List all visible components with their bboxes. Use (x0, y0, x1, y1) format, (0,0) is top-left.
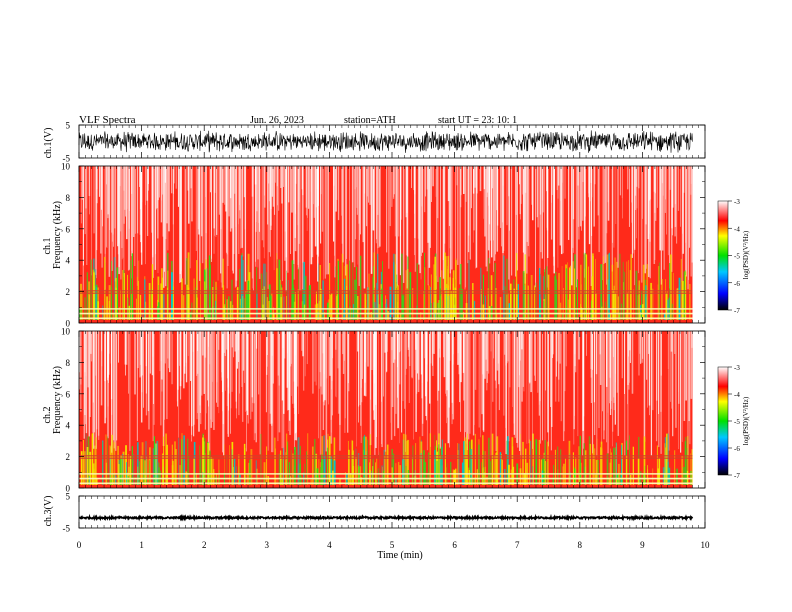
colorbar-1-label: log(PSD)(V²/Hz) (742, 230, 750, 279)
x-tick-label: 0 (77, 540, 82, 550)
x-tick-label: 1 (139, 540, 144, 550)
colorbar-tick-label: -7 (734, 307, 740, 315)
y-tick-label: 0 (66, 484, 71, 494)
y-tick-label: 2 (66, 287, 71, 297)
ch2-spectrogram-ylabel-channel: ch.2 (42, 407, 53, 424)
chart-title: VLF Spectra (79, 114, 136, 126)
y-tick-label: 6 (66, 224, 71, 234)
colorbar-tick-label: -5 (734, 418, 740, 426)
colorbar-tick-label: -3 (734, 364, 740, 372)
station-label: station=ATH (344, 115, 396, 126)
y-tick-label: 4 (66, 256, 71, 266)
date-label: Jun. 26, 2023 (250, 115, 304, 126)
y-tick-label: 8 (66, 193, 71, 203)
x-tick-label: 7 (515, 540, 520, 550)
ch1-waveform-ylabel: ch.1(V) (43, 128, 54, 159)
y-tick-label: 2 (66, 452, 71, 462)
y-tick-label: -5 (63, 524, 71, 534)
colorbar-tick-label: -6 (734, 280, 740, 288)
x-tick-label: 10 (701, 540, 711, 550)
start-time-label: start UT = 23: 10: 1 (438, 115, 518, 126)
y-tick-label: 10 (61, 162, 71, 172)
ch1-spectrogram-panel (79, 166, 693, 323)
x-tick-label: 5 (390, 540, 395, 550)
colorbar-2-label: log(PSD)(V²/Hz) (742, 396, 750, 445)
y-tick-label: 5 (66, 121, 71, 131)
y-tick-label: 6 (66, 389, 71, 399)
y-tick-label: 5 (66, 492, 71, 502)
x-tick-label: 2 (202, 540, 207, 550)
y-tick-label: 8 (66, 358, 71, 368)
colorbar-tick-label: -5 (734, 253, 740, 261)
x-tick-label: 8 (578, 540, 583, 550)
colorbar-tick-label: -6 (734, 445, 740, 453)
ch1-spectrogram-ylabel-channel: ch.1 (42, 238, 53, 255)
ch3-waveform-trace (78, 513, 694, 522)
x-tick-label: 3 (265, 540, 270, 550)
y-tick-label: 0 (66, 319, 71, 329)
ch1-waveform-panel (78, 130, 693, 153)
ch3-waveform-ylabel: ch.3(V) (43, 496, 54, 527)
colorbar-tick-label: -7 (734, 472, 740, 480)
ch1-spectrogram-ylabel-freq: Frequency (kHz) (52, 201, 63, 269)
x-tick-label: 4 (327, 540, 332, 550)
y-tick-label: 4 (66, 421, 71, 431)
colorbar-tick-label: -4 (734, 225, 740, 233)
x-axis-label: Time (min) (377, 550, 422, 561)
ch3-waveform-panel (78, 513, 694, 522)
ch2-spectrogram-panel (79, 331, 693, 488)
colorbar-tick-label: -4 (734, 391, 740, 399)
colorbar-ticks: -3 -4 -5 -6 -7 -3 -4 -5 -6 -7 (728, 198, 740, 480)
y-tick-label: 10 (61, 327, 71, 337)
colorbar-tick-label: -3 (734, 198, 740, 206)
x-tick-label: 6 (452, 540, 457, 550)
ch2-spectrogram-ylabel-freq: Frequency (kHz) (52, 366, 63, 434)
x-tick-label: 9 (640, 540, 645, 550)
ch1-waveform-trace (78, 130, 693, 153)
y-tick-label: -5 (63, 154, 71, 164)
